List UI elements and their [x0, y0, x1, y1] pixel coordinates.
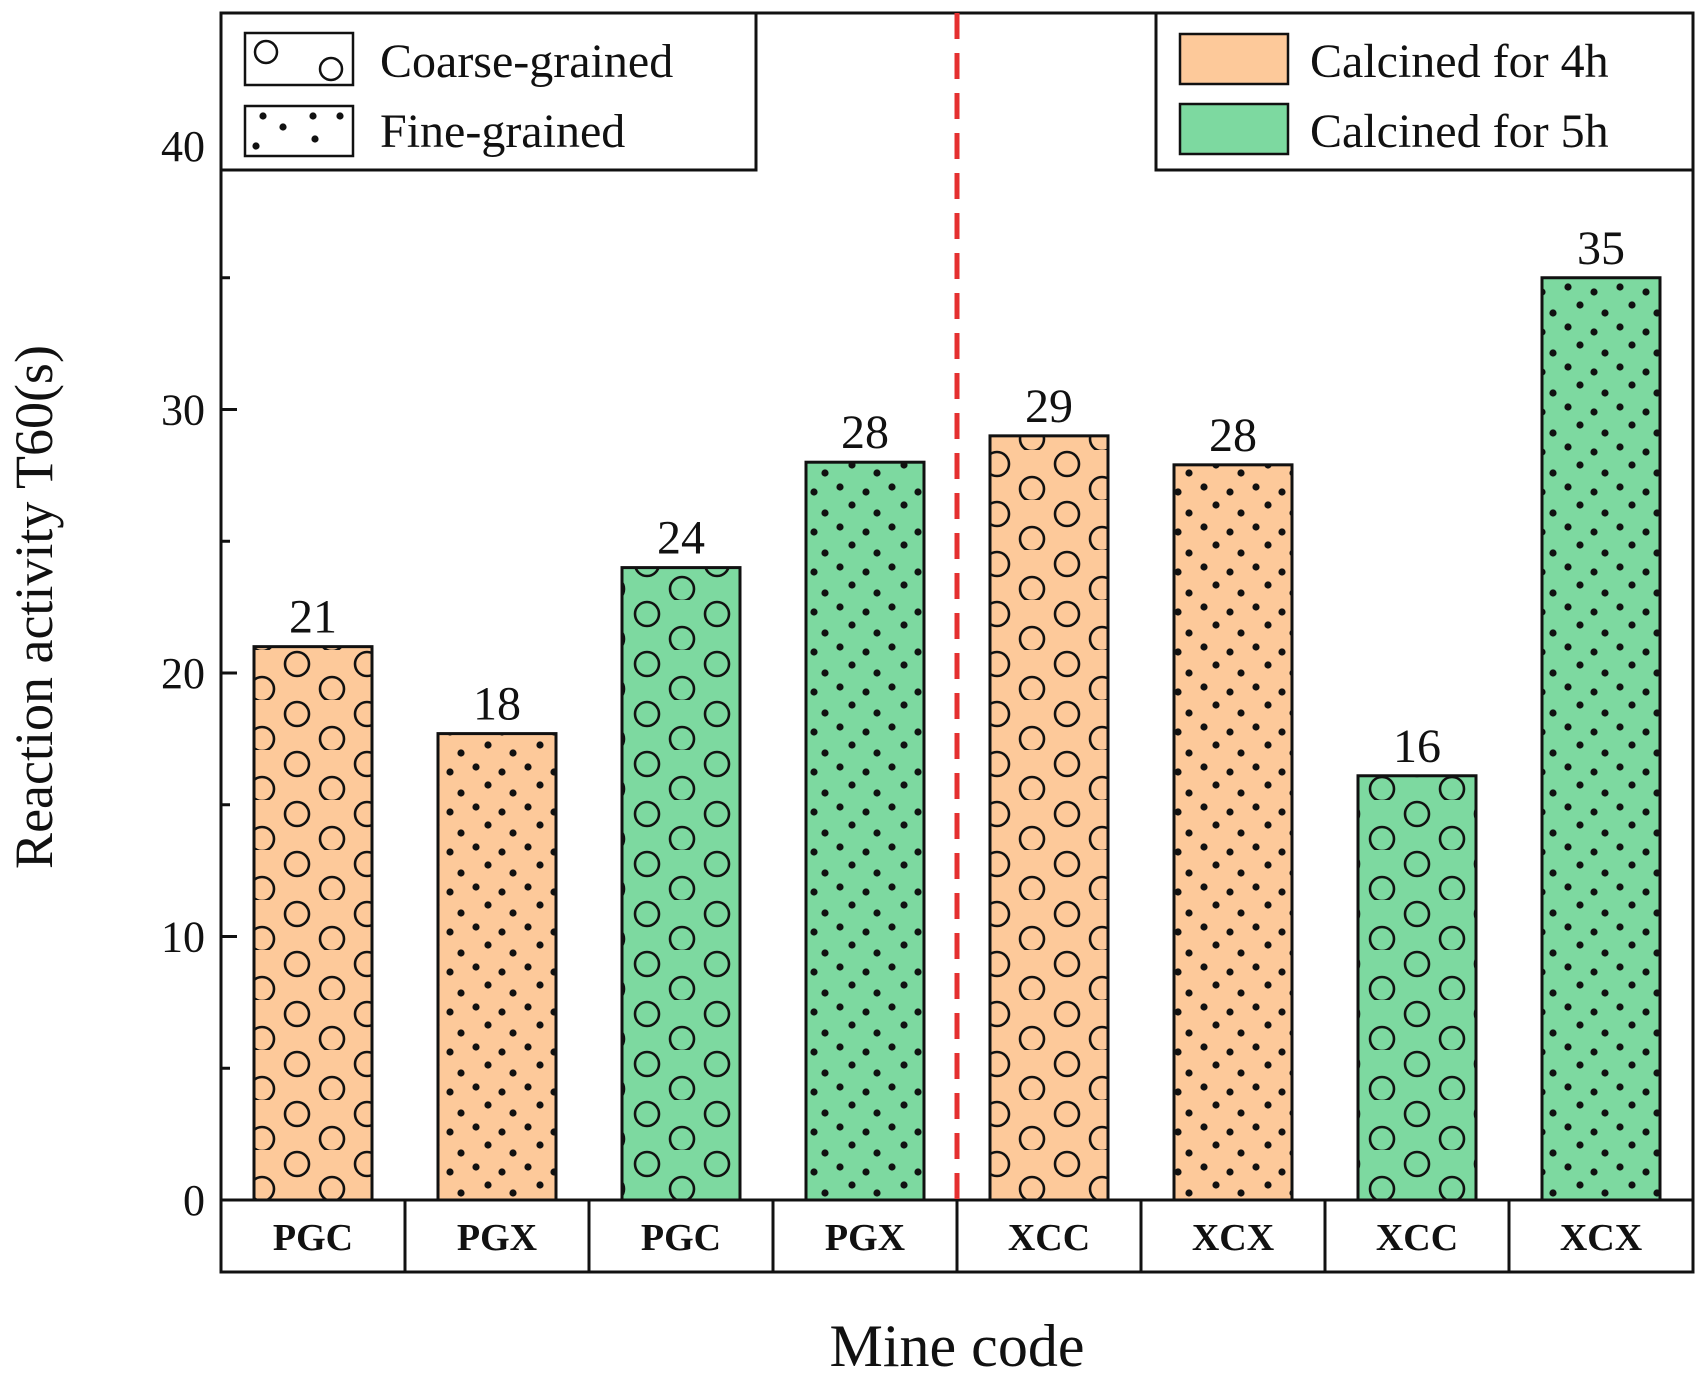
bar-coarse-pattern [990, 435, 1108, 1201]
bar-value-label: 16 [1393, 720, 1441, 773]
legend-swatch-fine-dot [279, 123, 287, 131]
bar-coarse-pattern [254, 646, 372, 1200]
legend-label-4h: Calcined for 4h [1310, 35, 1609, 88]
legend-label-5h: Calcined for 5h [1310, 105, 1609, 158]
category-label: PGC [641, 1217, 721, 1259]
y-tick-label: 40 [161, 122, 205, 171]
category-label: PGX [457, 1217, 537, 1259]
y-tick-label: 20 [161, 649, 205, 698]
legend-swatch-coarse-circle [253, 39, 279, 65]
bar-value-label: 29 [1025, 380, 1073, 433]
y-tick-label: 30 [161, 386, 205, 435]
legend-swatch-fine-dot [259, 112, 267, 120]
legend-label-coarse: Coarse-grained [380, 35, 673, 88]
category-dividers [403, 1200, 1511, 1272]
category-labels: PGC PGX PGC PGX XCC XCX XCC XCX [273, 1217, 1642, 1259]
category-label: XCX [1192, 1217, 1274, 1259]
category-label: PGC [273, 1217, 353, 1259]
bar-value-label: 28 [841, 406, 889, 459]
legend-swatch-coarse-circle [318, 56, 344, 82]
legend-swatch-4h [1178, 32, 1290, 86]
y-tick-label: 10 [161, 913, 205, 962]
y-axis-ticks [221, 144, 237, 1202]
legend-swatch-fine-dot [311, 135, 319, 143]
category-label: XCC [1376, 1217, 1458, 1259]
bar-value-label: 35 [1577, 222, 1625, 275]
y-axis-tick-labels: 0 10 20 30 40 [161, 122, 205, 1225]
bar-fine-pattern [438, 733, 556, 1200]
legend-swatch-fine-dot [336, 112, 344, 120]
x-axis-title: Mine code [830, 1313, 1085, 1379]
category-label: PGX [825, 1217, 905, 1259]
bar-coarse-pattern [1358, 775, 1476, 1200]
bar-value-label: 28 [1209, 409, 1257, 462]
legend-label-fine: Fine-grained [380, 105, 625, 158]
bar-value-label: 21 [289, 591, 337, 644]
legend-swatch-5h [1178, 102, 1290, 156]
pattern-legend: Coarse-grained Fine-grained [219, 11, 758, 172]
legend-swatch-fine-dot [309, 112, 317, 120]
legend-swatch-fine-dot [252, 142, 260, 150]
category-label: XCC [1008, 1217, 1090, 1259]
bar-fine-pattern [1174, 464, 1292, 1201]
bar-value-label: 24 [657, 512, 705, 565]
y-tick-label: 0 [183, 1176, 205, 1225]
bar-fine-pattern [806, 462, 924, 1200]
bar-fine-pattern [1542, 277, 1660, 1200]
color-legend: Calcined for 4h Calcined for 5h [1154, 11, 1695, 172]
bars [252, 276, 1662, 1202]
bar-value-labels: 21 18 24 28 29 28 16 35 [289, 222, 1625, 773]
y-axis-title: Reaction activity T60(s) [4, 345, 64, 869]
bar-coarse-pattern [622, 567, 740, 1200]
category-label: XCX [1560, 1217, 1642, 1259]
bar-value-label: 18 [473, 678, 521, 731]
